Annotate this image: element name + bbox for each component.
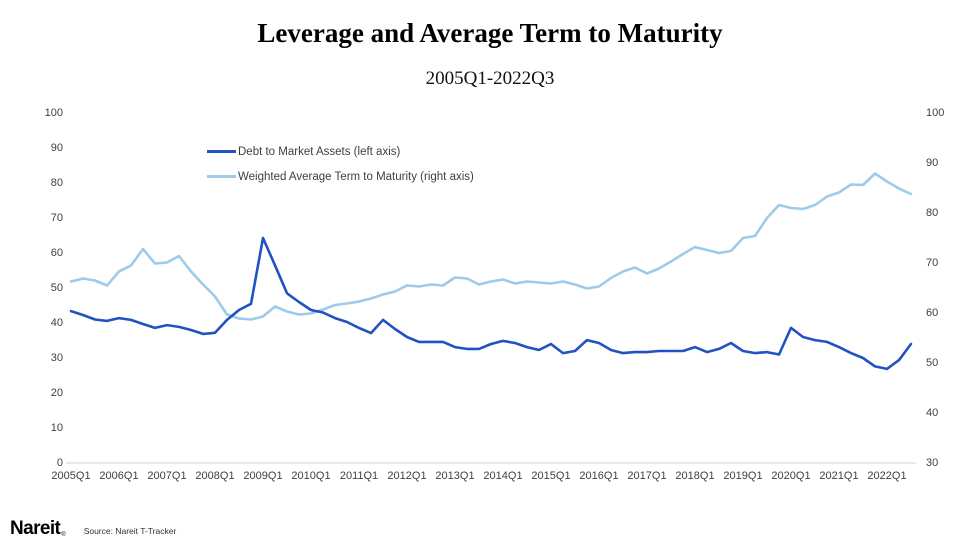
- x-axis-label: 2016Q1: [579, 470, 619, 482]
- debt-line: [69, 236, 913, 371]
- debt-line-swatch: [207, 150, 236, 153]
- maturity-line-swatch: [207, 175, 236, 178]
- x-axis-label: 2014Q1: [483, 470, 523, 482]
- x-axis-label: 2019Q1: [723, 470, 763, 482]
- nareit-logo: Nareit: [10, 518, 61, 539]
- x-axis-label: 2008Q1: [195, 470, 235, 482]
- right-axis-tick: 60: [926, 307, 939, 319]
- x-axis-label: 2017Q1: [627, 470, 667, 482]
- left-axis-tick: 50: [50, 282, 63, 294]
- chart-subtitle: 2005Q1-2022Q3: [425, 68, 555, 89]
- right-axis-tick: 90: [926, 157, 939, 169]
- right-axis-tick: 100: [926, 107, 945, 119]
- legend-item-maturity: Weighted Average Term to Maturity (right…: [207, 164, 474, 189]
- left-axis-tick: 10: [50, 422, 63, 434]
- right-axis-tick: 70: [926, 257, 939, 269]
- x-axis-label: 2021Q1: [819, 470, 859, 482]
- right-axis-tick: 80: [926, 207, 939, 219]
- x-axis-label: 2009Q1: [243, 470, 283, 482]
- legend-label-debt: Debt to Market Assets (left axis): [238, 145, 401, 158]
- x-axis-label: 2010Q1: [291, 470, 331, 482]
- maturity-line: [69, 172, 913, 321]
- x-axis-label: 2022Q1: [867, 470, 907, 482]
- left-axis-tick: 30: [50, 352, 63, 364]
- legend-item-debt: Debt to Market Assets (left axis): [207, 139, 474, 164]
- left-axis-tick: 40: [50, 317, 63, 329]
- x-axis-label: 2007Q1: [147, 470, 187, 482]
- source-note: Source: Nareit T-Tracker: [83, 526, 177, 537]
- left-axis-tick: 20: [50, 387, 63, 399]
- footer: Nareit ® Source: Nareit T-Tracker: [10, 519, 176, 538]
- right-axis-tick: 30: [926, 457, 939, 469]
- right-axis-tick: 50: [926, 357, 939, 369]
- legend-label-maturity: Weighted Average Term to Maturity (right…: [238, 170, 474, 183]
- legend: Debt to Market Assets (left axis) Weight…: [207, 139, 474, 189]
- x-axis-label: 2013Q1: [435, 470, 475, 482]
- left-axis-tick: 0: [56, 457, 63, 469]
- x-axis-label: 2012Q1: [387, 470, 427, 482]
- left-axis-tick: 70: [50, 212, 63, 224]
- right-axis-tick: 40: [926, 407, 939, 419]
- x-axis-label: 2020Q1: [771, 470, 811, 482]
- left-axis-tick: 100: [44, 107, 63, 119]
- left-axis-tick: 60: [50, 247, 63, 259]
- chart-title: Leverage and Average Term to Maturity: [257, 18, 723, 48]
- registered-mark-icon: ®: [61, 532, 66, 538]
- x-axis-label: 2006Q1: [99, 470, 139, 482]
- x-axis-label: 2011Q1: [339, 470, 379, 482]
- x-axis-label: 2018Q1: [675, 470, 715, 482]
- x-axis-label: 2015Q1: [531, 470, 571, 482]
- left-axis-tick: 80: [50, 177, 63, 189]
- x-axis-label: 2005Q1: [51, 470, 91, 482]
- left-axis-tick: 90: [50, 142, 63, 154]
